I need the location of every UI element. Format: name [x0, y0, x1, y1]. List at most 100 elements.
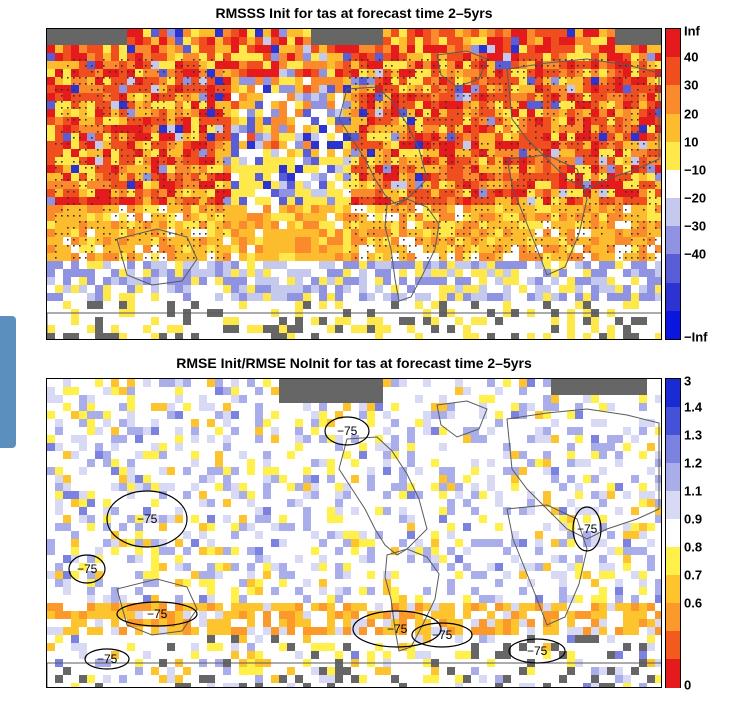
grid-cell — [103, 387, 111, 395]
grid-cell — [551, 157, 559, 165]
grid-cell — [455, 181, 463, 189]
grid-cell — [87, 189, 95, 197]
stipple-dot — [385, 125, 387, 127]
stipple-dot — [649, 113, 651, 115]
grid-cell — [607, 387, 615, 395]
grid-cell — [623, 237, 631, 245]
grid-cell — [191, 189, 199, 197]
stipple-dot — [655, 257, 657, 259]
stipple-dot — [91, 71, 93, 73]
stipple-dot — [85, 167, 87, 169]
stipple-dot — [217, 203, 219, 205]
grid-cell — [143, 173, 151, 181]
grid-cell — [279, 53, 287, 61]
grid-cell — [103, 507, 111, 515]
grid-cell — [359, 277, 367, 285]
grid-cell — [63, 285, 71, 293]
grid-cell — [607, 77, 615, 85]
grid-cell — [175, 427, 183, 435]
stipple-dot — [487, 245, 489, 247]
stipple-dot — [163, 95, 165, 97]
grid-cell — [295, 269, 303, 277]
stipple-dot — [211, 251, 213, 253]
stipple-dot — [571, 95, 573, 97]
grid-cell — [559, 269, 567, 277]
grid-cell — [391, 443, 399, 451]
grid-cell — [519, 253, 527, 261]
grid-cell — [639, 149, 647, 157]
grid-cell — [551, 93, 559, 101]
grid-cell — [215, 125, 223, 133]
grid-cell — [511, 125, 519, 133]
grid-cell — [255, 285, 263, 293]
grid-cell — [527, 293, 535, 301]
side-tab-handle[interactable] — [0, 316, 16, 448]
grid-cell — [287, 37, 295, 45]
grid-cell — [223, 499, 231, 507]
grid-cell — [255, 411, 263, 419]
grid-cell — [559, 285, 567, 293]
grid-cell — [103, 237, 111, 245]
grid-cell — [191, 53, 199, 61]
grid-cell — [423, 37, 431, 45]
stipple-dot — [577, 131, 579, 133]
stipple-dot — [637, 185, 639, 187]
grid-cell — [599, 109, 607, 117]
stipple-dot — [559, 137, 561, 139]
grid-cell — [175, 69, 183, 77]
grid-cell — [423, 101, 431, 109]
grid-cell — [79, 181, 87, 189]
grid-cell — [527, 85, 535, 93]
stipple-dot — [499, 83, 501, 85]
stipple-dot — [187, 155, 189, 157]
stipple-dot — [109, 251, 111, 253]
stipple-dot — [583, 125, 585, 127]
grid-cell — [647, 491, 655, 499]
stipple-dot — [157, 101, 159, 103]
stipple-dot — [355, 173, 357, 175]
grid-cell — [559, 293, 567, 301]
stipple-dot — [493, 203, 495, 205]
grid-cell — [647, 53, 655, 61]
stipple-dot — [601, 107, 603, 109]
grid-cell — [271, 189, 279, 197]
grid-cell — [327, 37, 335, 45]
grid-cell — [127, 387, 135, 395]
grid-cell — [535, 173, 543, 181]
grid-cell — [119, 45, 127, 53]
grid-cell — [639, 101, 647, 109]
stipple-dot — [433, 95, 435, 97]
grid-cell — [207, 61, 215, 69]
grid-cell — [55, 221, 63, 229]
grid-cell — [159, 213, 167, 221]
grid-cell — [583, 45, 591, 53]
stipple-dot — [499, 65, 501, 67]
grid-cell — [351, 109, 359, 117]
grid-cell — [559, 181, 567, 189]
grid-cell — [135, 133, 143, 141]
grid-cell — [103, 277, 111, 285]
grid-cell — [559, 387, 567, 395]
grid-cell — [535, 117, 543, 125]
stipple-dot — [511, 107, 513, 109]
grid-cell — [223, 483, 231, 491]
grid-cell — [447, 531, 455, 539]
grid-cell — [143, 229, 151, 237]
grid-cell — [223, 157, 231, 165]
grid-cell — [591, 165, 599, 173]
grid-cell — [271, 157, 279, 165]
stipple-dot — [547, 203, 549, 205]
grid-cell — [631, 101, 639, 109]
grid-cell — [655, 221, 661, 229]
grid-cell — [535, 181, 543, 189]
grid-cell — [327, 109, 335, 117]
grid-cell — [311, 317, 319, 325]
stipple-dot — [643, 227, 645, 229]
grid-cell — [543, 69, 551, 77]
grid-cell — [471, 197, 479, 205]
grid-cell — [367, 37, 375, 45]
grid-cell — [399, 77, 407, 85]
stipple-dot — [79, 209, 81, 211]
grid-cell — [351, 125, 359, 133]
grid-cell — [543, 379, 551, 387]
